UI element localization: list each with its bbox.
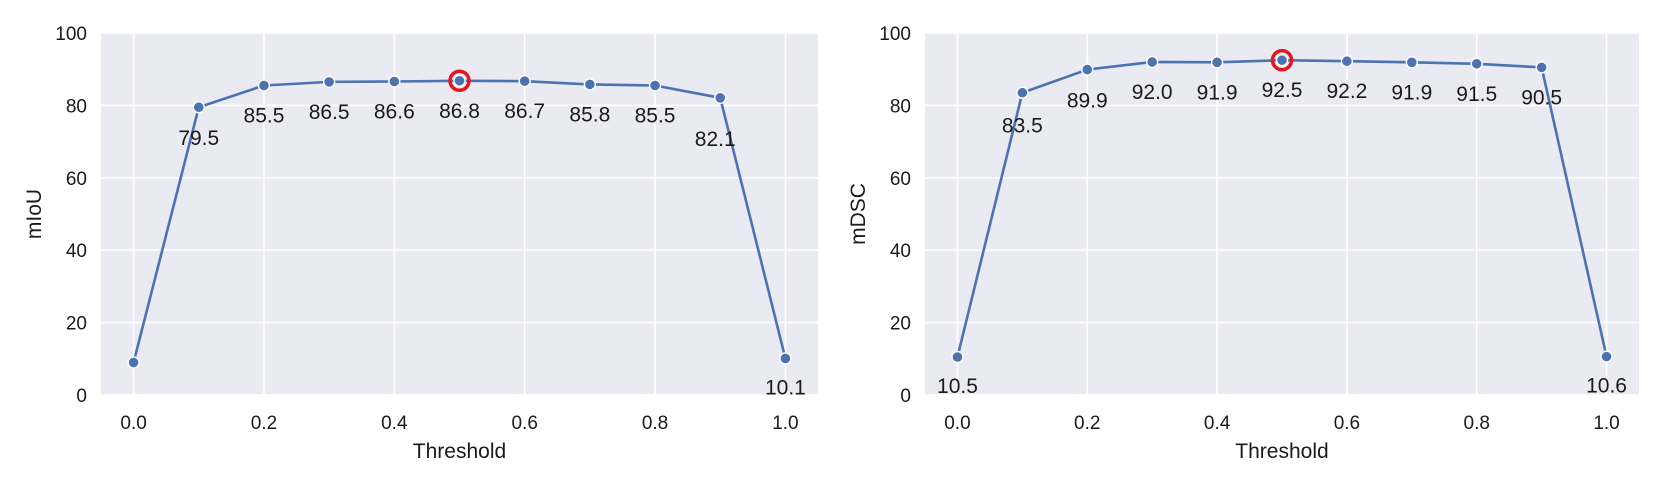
data-point — [1145, 55, 1159, 69]
x-tick-label: 0.2 — [1074, 413, 1100, 434]
data-point — [1340, 55, 1354, 68]
data-label: 92.5 — [1262, 79, 1303, 102]
data-point — [257, 79, 271, 92]
data-point — [1470, 57, 1483, 70]
data-label: 82.1 — [695, 128, 736, 151]
data-point — [648, 79, 662, 92]
x-axis-label: Threshold — [1235, 440, 1328, 463]
plot-background — [925, 33, 1639, 395]
best-threshold-marker — [1270, 48, 1294, 72]
miou-chart: 0 20 40 60 80 100 0.0 0.2 0.4 0.6 0.8 1.0 Threshold m… — [23, 24, 818, 463]
data-point — [1275, 53, 1289, 67]
y-tick-label: 80 — [66, 96, 87, 117]
x-tick-label: 0.8 — [1464, 413, 1490, 434]
plot-background — [101, 33, 818, 395]
data-point — [192, 101, 205, 114]
data-point — [1210, 56, 1224, 69]
data-point — [1535, 61, 1548, 74]
data-point — [714, 91, 727, 104]
x-tick-label: 0.6 — [1334, 413, 1360, 434]
x-tick-label: 0.0 — [120, 413, 146, 434]
data-label: 79.5 — [178, 127, 219, 150]
data-point — [779, 352, 792, 365]
y-tick-label: 20 — [66, 314, 87, 335]
best-threshold-marker — [448, 69, 471, 93]
y-axis-label: mIoU — [23, 189, 46, 239]
mdsc-chart: 0 20 40 60 80 100 0.0 0.2 0.4 0.6 0.8 1.0 Threshold m… — [847, 24, 1639, 463]
data-point — [1081, 63, 1094, 76]
x-tick-label: 0.4 — [1204, 413, 1231, 434]
y-tick-label: 100 — [55, 24, 87, 45]
data-point — [518, 74, 531, 88]
data-point — [388, 75, 401, 88]
data-label: 90.5 — [1521, 86, 1562, 109]
data-label: 86.5 — [309, 101, 350, 124]
data-point — [453, 74, 466, 87]
y-axis-label: mDSC — [847, 183, 870, 245]
data-label: 91.5 — [1456, 83, 1497, 106]
data-point — [583, 78, 597, 91]
data-label: 92.0 — [1132, 81, 1173, 104]
data-label: 86.6 — [374, 101, 415, 124]
data-label: 86.8 — [439, 100, 480, 123]
x-tick-label: 0.6 — [511, 413, 537, 434]
y-tick-label: 60 — [66, 169, 87, 190]
data-point — [951, 350, 964, 364]
data-label: 92.2 — [1326, 80, 1367, 103]
data-point — [1405, 56, 1419, 69]
data-label: 10.1 — [765, 376, 806, 399]
data-point — [1016, 86, 1029, 99]
x-tick-label: 0.8 — [642, 413, 668, 434]
data-label: 10.5 — [937, 375, 978, 398]
data-point — [322, 75, 336, 89]
data-label: 85.8 — [569, 103, 610, 126]
x-tick-label: 0.2 — [251, 413, 277, 434]
y-tick-label: 20 — [890, 314, 911, 335]
x-tick-label: 1.0 — [772, 413, 798, 434]
y-tick-label: 100 — [879, 24, 911, 45]
y-tick-label: 40 — [66, 241, 87, 262]
data-label: 91.9 — [1197, 81, 1238, 104]
x-axis-label: Threshold — [413, 440, 506, 463]
data-label: 91.9 — [1391, 81, 1432, 104]
x-tick-label: 0.4 — [381, 413, 408, 434]
data-label: 10.6 — [1586, 375, 1627, 398]
data-label: 85.5 — [244, 104, 285, 127]
x-tick-label: 1.0 — [1593, 413, 1619, 434]
y-tick-label: 80 — [890, 96, 911, 117]
data-label: 86.7 — [504, 100, 545, 123]
data-label: 83.5 — [1002, 115, 1043, 138]
data-point — [127, 356, 140, 369]
data-label: 89.9 — [1067, 90, 1108, 113]
data-point — [1600, 350, 1613, 363]
y-tick-label: 60 — [890, 169, 911, 190]
y-tick-label: 40 — [890, 241, 911, 262]
y-tick-label: 0 — [76, 386, 87, 407]
y-tick-label: 0 — [900, 386, 911, 407]
data-label: 85.5 — [635, 104, 676, 127]
x-tick-label: 0.0 — [944, 413, 970, 434]
